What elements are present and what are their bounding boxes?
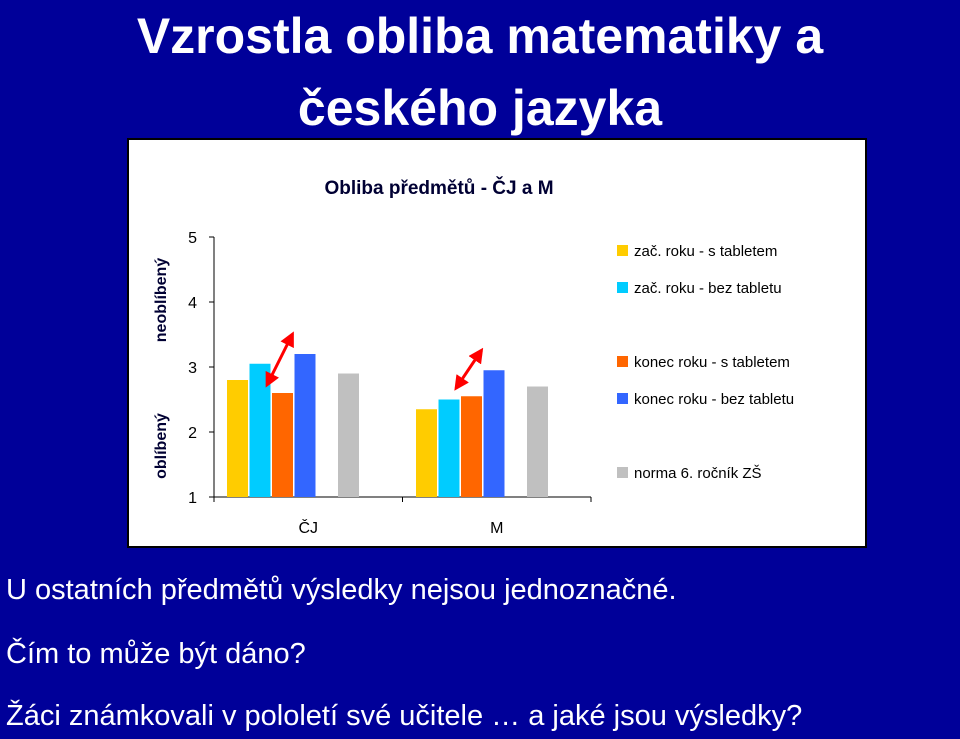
slide-title-line2: českého jazyka	[297, 80, 663, 136]
chart-title: Obliba předmětů - ČJ a M	[324, 177, 553, 199]
bar	[483, 370, 505, 497]
bar	[527, 386, 548, 497]
legend-label: zač. roku - s tabletem	[634, 243, 777, 260]
bar	[272, 393, 293, 497]
annotation-arrow	[454, 347, 484, 391]
annotation-arrow	[265, 331, 294, 388]
bar	[338, 373, 359, 497]
legend-label: konec roku - bez tabletu	[634, 391, 794, 408]
body-text-2: Čím to může být dáno?	[6, 638, 306, 670]
body-text-1: U ostatních předmětů výsledky nejsou jed…	[6, 574, 677, 606]
side-label-top: neoblíbený	[153, 258, 170, 343]
legend-swatch	[617, 467, 628, 478]
slide-title-line1: Vzrostla obliba matematiky a	[136, 8, 824, 64]
legend-label: konec roku - s tabletem	[634, 354, 790, 371]
plot-area: 1 2 3 4 5 neoblíbený oblíbený ČJ M	[153, 230, 592, 537]
bar	[416, 409, 437, 497]
bar	[227, 380, 248, 497]
legend-label: norma 6. ročník ZŠ	[634, 465, 762, 482]
legend-swatch	[617, 356, 628, 367]
x-tick-label: ČJ	[298, 518, 318, 537]
legend-swatch	[617, 282, 628, 293]
chart-svg: Obliba předmětů - ČJ a M 1 2 3 4 5 neoblíbený…	[153, 177, 794, 537]
bar	[294, 354, 316, 497]
bar	[461, 396, 482, 497]
y-tick-label: 3	[188, 360, 197, 377]
body-text-3: Žáci známkovali v pololetí své učitele ……	[6, 700, 803, 732]
slide-title: Vzrostla obliba matematiky a českého jaz…	[0, 0, 960, 144]
chart: Obliba předmětů - ČJ a M 1 2 3 4 5 neoblíbený…	[127, 138, 867, 548]
bar	[249, 363, 271, 497]
x-tick-label: M	[490, 520, 503, 537]
y-tick-label: 1	[188, 490, 197, 507]
bar	[438, 399, 460, 497]
y-tick-label: 4	[188, 295, 197, 312]
legend-label: zač. roku - bez tabletu	[634, 280, 782, 297]
legend-swatch	[617, 393, 628, 404]
legend-swatch	[617, 245, 628, 256]
side-label-bottom: oblíbený	[153, 413, 170, 479]
y-tick-label: 5	[188, 230, 197, 247]
legend: zač. roku - s tabletem zač. roku - bez ta…	[617, 243, 794, 482]
y-tick-label: 2	[188, 425, 197, 442]
